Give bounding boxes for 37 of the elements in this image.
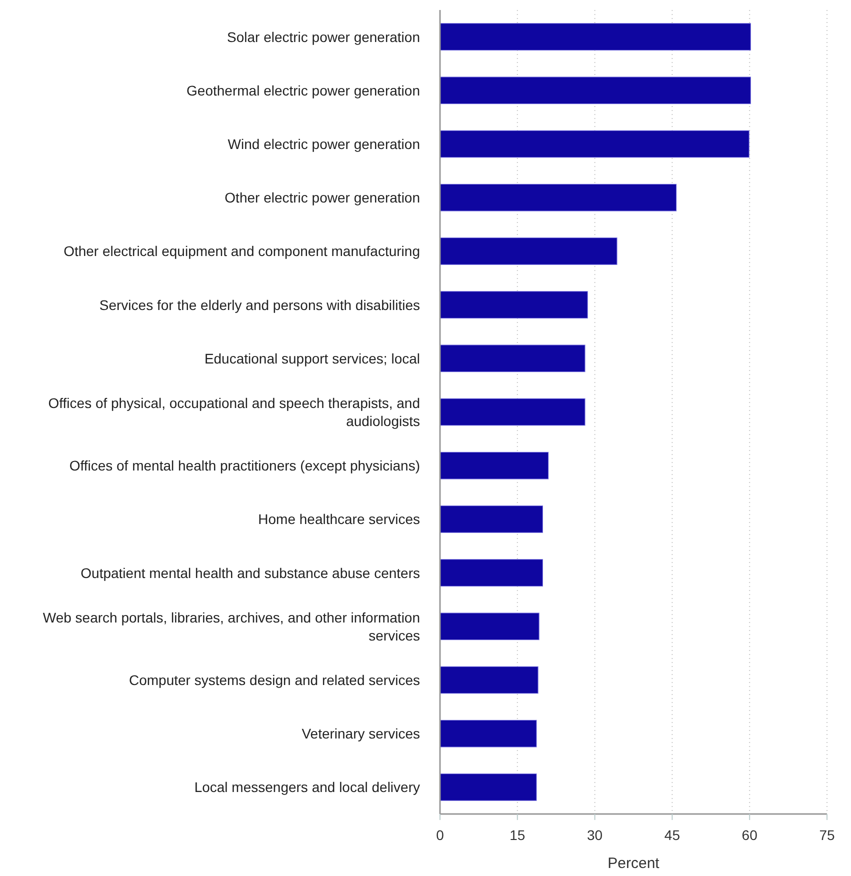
- x-tick-label: 15: [510, 827, 526, 843]
- bar: [440, 612, 540, 640]
- bar: [440, 398, 586, 426]
- y-tick-label: Veterinary services: [302, 726, 420, 742]
- y-tick-label: Other electrical equipment and component manufacturing: [64, 243, 420, 260]
- x-tick-label: 30: [587, 827, 603, 843]
- y-tick-label: Computer systems design and related services: [128, 672, 420, 688]
- y-tick-label: Outpatient mental health and substance abuse centers: [80, 564, 420, 581]
- bar: [440, 23, 751, 50]
- x-tick-label: 45: [664, 827, 680, 843]
- bar: [440, 720, 537, 748]
- y-tick-label: Offices of physical, occupational and speech therapists, and audiologists: [48, 395, 420, 429]
- bar: [440, 344, 586, 372]
- bar: [440, 238, 618, 265]
- y-tick-label: Offices of mental health practitioners (except physicians): [69, 458, 420, 474]
- y-tick-label: Home healthcare services: [258, 511, 420, 528]
- y-tick-label: Solar electric power generation: [227, 28, 420, 45]
- bar: [440, 506, 543, 533]
- bar: [440, 559, 543, 586]
- y-tick-label: Local messengers and local delivery: [194, 779, 420, 796]
- bar: [440, 291, 588, 318]
- y-tick-label: Geothermal electric power generation: [186, 82, 420, 98]
- x-axis-title: Percent: [608, 855, 660, 872]
- y-tick-label: Other electric power generation: [224, 190, 420, 206]
- bar: [440, 666, 538, 694]
- bar: [440, 184, 677, 212]
- x-tick-label: 60: [742, 827, 758, 843]
- y-tick-label: Web search portals, libraries, archives, and other information services: [42, 609, 420, 644]
- y-tick-label: Services for the elderly and persons with disabilities: [99, 296, 420, 313]
- x-tick-label: 0: [436, 827, 444, 843]
- bar: [440, 774, 537, 801]
- bar: [440, 452, 549, 480]
- y-tick-label: Wind electric power generation: [228, 136, 420, 152]
- bar: [440, 76, 751, 104]
- bar: [440, 130, 750, 158]
- x-tick-label: 75: [819, 827, 835, 843]
- y-tick-label: Educational support services; local: [204, 350, 420, 366]
